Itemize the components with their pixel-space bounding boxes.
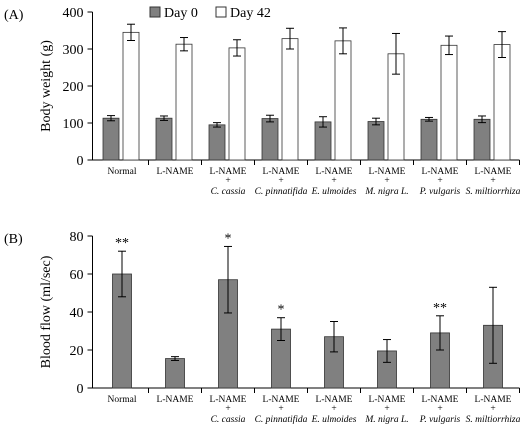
error-bar xyxy=(383,339,391,363)
x-tick-label: L-NAME + C. cassia xyxy=(210,167,247,197)
significance-mark: ** xyxy=(115,236,129,251)
y-tick-label: 80 xyxy=(70,230,84,245)
error-bar xyxy=(436,315,444,351)
x-tick-label: L-NAME + P. vulgaris xyxy=(419,395,461,425)
error-bar xyxy=(339,27,347,55)
bar xyxy=(493,44,511,161)
y-tick-label: 20 xyxy=(70,344,84,359)
y-tick-label: 400 xyxy=(63,6,84,21)
x-tick-label: L-NAME + S. miltiorrhiza xyxy=(466,395,520,425)
error-bar xyxy=(127,23,135,41)
x-tick-label: L-NAME + P. vulgaris xyxy=(419,167,461,197)
error-bar xyxy=(224,245,232,314)
bar xyxy=(281,38,299,161)
panel-label: (A) xyxy=(4,8,24,23)
bar xyxy=(334,40,352,161)
x-tick-label: L-NAME + C. pinnatifida xyxy=(255,167,308,197)
y-tick-label: 40 xyxy=(70,306,84,321)
bar xyxy=(314,121,332,161)
significance-mark: * xyxy=(225,231,232,246)
legend-label: Day 0 xyxy=(164,6,198,21)
error-bar xyxy=(213,122,221,128)
x-tick-label: L-NAME + C. pinnatifida xyxy=(255,395,308,425)
error-bar xyxy=(392,32,400,75)
bar xyxy=(155,117,173,161)
legend-label: Day 42 xyxy=(230,6,271,21)
error-bar xyxy=(425,116,433,122)
bar xyxy=(473,118,491,161)
y-tick-label: 100 xyxy=(63,117,84,132)
x-tick-label: L-NAME + C. cassia xyxy=(210,395,247,425)
y-tick-label: 200 xyxy=(63,80,84,95)
x-tick-label: L-NAME + E. ulmoides xyxy=(311,395,357,425)
error-bar xyxy=(286,27,294,50)
y-tick-label: 0 xyxy=(77,154,84,169)
bar xyxy=(228,47,246,161)
error-bar xyxy=(180,37,188,52)
bar xyxy=(420,118,438,161)
x-tick-label: L-NAME xyxy=(157,167,194,177)
bar xyxy=(102,117,120,161)
error-bar xyxy=(372,117,380,126)
x-tick-label: L-NAME xyxy=(157,395,194,405)
error-bar xyxy=(107,115,115,122)
error-bar xyxy=(266,114,274,123)
error-bar xyxy=(277,317,285,341)
error-bar xyxy=(498,31,506,59)
error-bar xyxy=(489,286,497,364)
significance-mark: * xyxy=(278,303,285,318)
y-axis-label: Body weight (g) xyxy=(39,40,54,132)
bar xyxy=(367,121,385,161)
panel-label: (B) xyxy=(4,232,23,247)
error-bar xyxy=(478,115,486,124)
error-bar xyxy=(160,115,168,121)
bar xyxy=(261,118,279,161)
error-bar xyxy=(330,321,338,353)
error-bar xyxy=(118,250,126,298)
legend-swatch xyxy=(149,6,161,18)
legend-swatch xyxy=(215,6,227,18)
error-bar xyxy=(319,116,327,128)
x-tick-label: Normal xyxy=(107,167,136,177)
x-tick-label: Normal xyxy=(107,395,136,405)
bar xyxy=(122,31,140,161)
x-tick-label: L-NAME + M. nigra L. xyxy=(364,395,408,425)
x-tick-label: L-NAME + S. miltiorrhiza xyxy=(466,167,520,197)
significance-mark: ** xyxy=(433,301,447,316)
y-tick-label: 0 xyxy=(77,382,84,397)
error-bar xyxy=(171,356,179,361)
bar xyxy=(440,44,458,161)
y-tick-label: 300 xyxy=(63,43,84,58)
error-bar xyxy=(233,39,241,57)
x-tick-label: L-NAME + E. ulmoides xyxy=(311,167,357,197)
y-tick-label: 60 xyxy=(70,268,84,283)
error-bar xyxy=(445,35,453,56)
bar xyxy=(175,43,193,161)
y-axis-label: Blood flow (ml/sec) xyxy=(39,255,54,368)
x-tick-label: L-NAME + M. nigra L. xyxy=(364,167,408,197)
bar xyxy=(208,124,226,161)
bar xyxy=(165,358,185,389)
